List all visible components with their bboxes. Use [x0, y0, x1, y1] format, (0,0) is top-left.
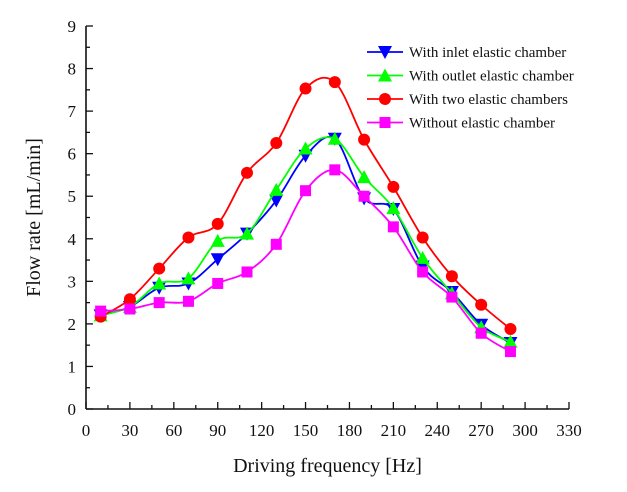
series-without-elastic-chamber [95, 164, 516, 358]
y-tick-label: 2 [68, 315, 77, 334]
data-point [241, 266, 253, 278]
series-with-outlet-elastic-chamber [93, 131, 518, 348]
data-point [241, 166, 253, 179]
data-point [124, 303, 136, 315]
data-point [475, 298, 488, 311]
legend-item: With inlet elastic chamber [367, 45, 566, 61]
data-point [504, 322, 517, 335]
y-tick-label: 5 [68, 187, 77, 206]
data-point [270, 238, 282, 250]
data-point [446, 291, 458, 303]
series-with-two-elastic-chambers [94, 76, 517, 335]
x-axis-ticks: 0 30 60 90 120 150 180 210 240 270 300 330 [82, 402, 582, 440]
legend-label: With outlet elastic chamber [409, 69, 574, 85]
legend-label: Without elastic chamber [409, 116, 555, 132]
x-tick-label: 330 [556, 421, 582, 440]
series-layer [93, 76, 518, 358]
legend-marker [378, 68, 392, 82]
data-point [386, 201, 401, 215]
data-point [211, 217, 224, 230]
y-tick-label: 9 [68, 17, 77, 36]
data-point [269, 182, 284, 196]
y-axis-title: Flow rate [mL/min] [23, 138, 45, 297]
x-tick-label: 120 [249, 421, 275, 440]
series-line [100, 168, 511, 353]
data-point [298, 141, 313, 155]
data-point [504, 346, 516, 358]
data-point [181, 271, 196, 285]
x-tick-label: 300 [512, 421, 538, 440]
data-point [300, 185, 312, 197]
y-tick-label: 4 [68, 230, 77, 249]
x-tick-label: 270 [468, 421, 494, 440]
data-point [327, 131, 342, 145]
data-point [270, 137, 283, 150]
data-point [475, 327, 487, 339]
data-point [152, 276, 167, 290]
data-point [210, 253, 225, 267]
series-line [100, 136, 511, 344]
data-point [153, 297, 165, 309]
y-tick-label: 7 [68, 102, 77, 121]
data-point [387, 180, 400, 193]
series-with-inlet-elastic-chamber [93, 132, 518, 351]
legend-item: Without elastic chamber [367, 116, 555, 132]
data-point [210, 233, 225, 247]
y-tick-label: 8 [68, 60, 77, 79]
data-point [182, 295, 194, 307]
y-axis-ticks: 0 1 2 3 4 5 6 7 8 9 [68, 17, 93, 419]
legend-label: With two elastic chambers [409, 92, 568, 108]
data-point [415, 250, 430, 264]
data-point [503, 334, 518, 348]
x-tick-label: 180 [337, 421, 363, 440]
x-tick-label: 210 [381, 421, 407, 440]
data-point [269, 194, 284, 208]
data-point [358, 133, 371, 146]
y-tick-label: 3 [68, 272, 77, 291]
x-axis-title: Driving frequency [Hz] [233, 455, 422, 477]
data-point [445, 270, 458, 283]
legend-label: With inlet elastic chamber [409, 45, 566, 61]
data-point [299, 82, 312, 95]
x-tick-label: 30 [121, 421, 138, 440]
legend-marker [379, 93, 391, 105]
y-tick-label: 0 [68, 400, 77, 419]
data-point [329, 164, 341, 176]
x-tick-label: 0 [82, 421, 91, 440]
x-tick-label: 240 [425, 421, 451, 440]
y-tick-label: 6 [68, 145, 77, 164]
data-point [358, 190, 370, 202]
legend-item: With two elastic chambers [367, 92, 568, 108]
legend-marker [378, 46, 392, 59]
data-point [328, 76, 341, 89]
data-point [240, 226, 254, 240]
legend: With inlet elastic chamber With outlet el… [367, 45, 574, 132]
series-line [100, 136, 511, 343]
x-tick-label: 150 [293, 421, 319, 440]
data-point [212, 277, 224, 289]
legend-marker [379, 117, 391, 128]
data-point [182, 231, 195, 244]
data-point [153, 262, 166, 275]
x-tick-label: 90 [209, 421, 226, 440]
data-point [417, 266, 429, 278]
y-tick-label: 1 [68, 357, 77, 376]
data-point [95, 305, 107, 317]
legend-item: With outlet elastic chamber [367, 68, 574, 85]
x-tick-label: 60 [165, 421, 182, 440]
data-point [357, 170, 372, 184]
data-point [416, 231, 429, 244]
data-point [123, 293, 136, 306]
data-point [387, 221, 399, 233]
